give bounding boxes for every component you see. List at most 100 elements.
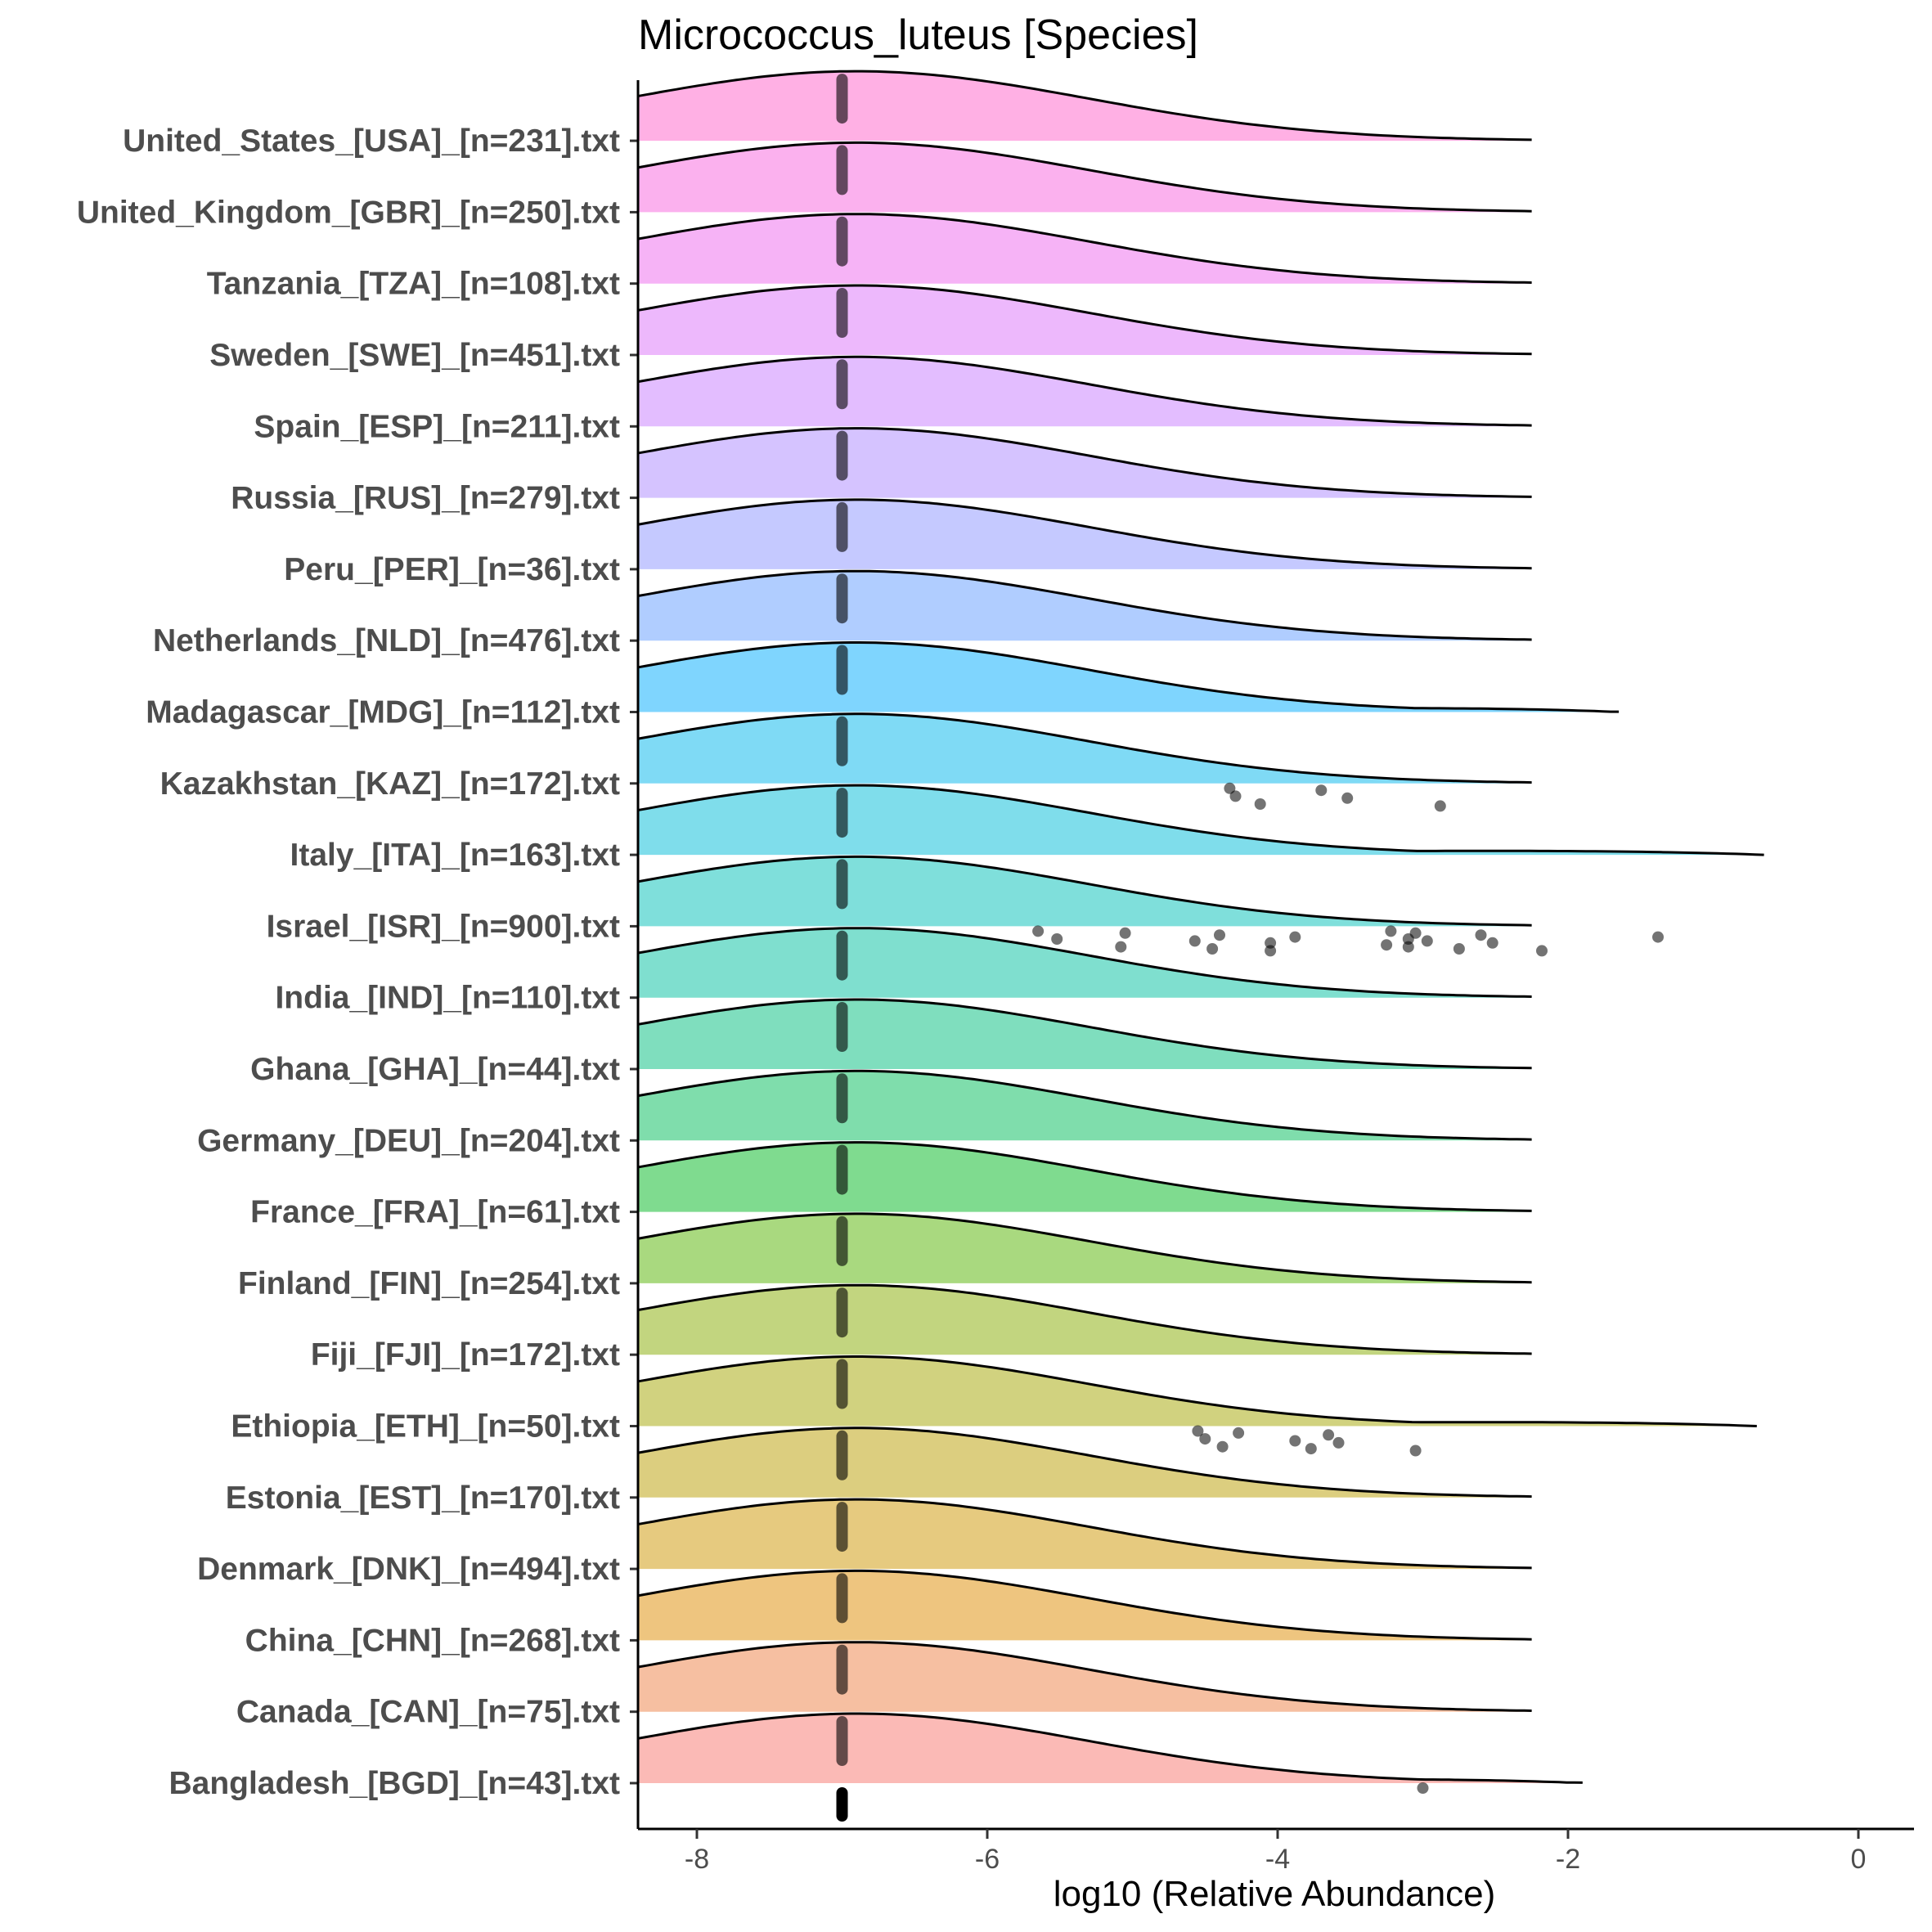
- ridge-outline-20: [638, 284, 1532, 356]
- ridge-fill-19: [638, 357, 1532, 427]
- ridge-fill-10: [638, 1000, 1532, 1069]
- outlier-point-5-0: [1192, 1425, 1204, 1437]
- y-label-19: Spain_[ESP]_[n=211].txt: [254, 409, 620, 444]
- y-label-22: United_Kingdom_[GBR]_[n=250].txt: [77, 195, 620, 230]
- outlier-point-0-0: [1417, 1782, 1429, 1794]
- y-label-8: France_[FRA]_[n=61].txt: [250, 1195, 620, 1230]
- ridge-fill-3: [638, 1499, 1532, 1570]
- ridge-fill-6: [638, 1285, 1532, 1355]
- y-axis-labels: United_States_[USA]_[n=231].txt United_Ki…: [77, 124, 638, 1801]
- outlier-point-12-8: [1265, 945, 1277, 957]
- x-tick-label-3: -2: [1556, 1844, 1580, 1875]
- outlier-point-12-18: [1486, 937, 1498, 949]
- ridge-fill-17: [638, 499, 1532, 569]
- ridge-fill-18: [638, 428, 1532, 498]
- outlier-point-5-1: [1199, 1433, 1211, 1445]
- x-tick-label-0: -8: [685, 1844, 709, 1875]
- ridge-fill-8: [638, 1142, 1532, 1212]
- ridge-outline-8: [638, 1141, 1532, 1212]
- outlier-point-14-4: [1341, 792, 1354, 804]
- outlier-point-14-0: [1224, 782, 1236, 794]
- outlier-point-12-11: [1385, 925, 1397, 937]
- y-label-5: Ethiopia_[ETH]_[n=50].txt: [231, 1409, 620, 1445]
- ridge-outline-16: [638, 569, 1532, 641]
- outlier-point-12-5: [1206, 943, 1219, 955]
- outlier-point-12-10: [1381, 939, 1393, 951]
- y-label-14: Kazakhstan_[KAZ]_[n=172].txt: [160, 766, 620, 802]
- ridge-fill-23: [638, 71, 1532, 142]
- outlier-point-12-20: [1652, 931, 1664, 943]
- ridge-outline-10: [638, 998, 1532, 1070]
- x-tick-label-2: -4: [1265, 1844, 1290, 1875]
- x-tick-label-1: -6: [975, 1844, 1000, 1875]
- y-label-9: Germany_[DEU]_[n=204].txt: [197, 1123, 620, 1158]
- y-label-4: Estonia_[EST]_[n=170].txt: [226, 1480, 620, 1516]
- y-label-21: Tanzania_[TZA]_[n=108].txt: [207, 267, 620, 302]
- ridge-outline-3: [638, 1498, 1532, 1570]
- y-label-18: Russia_[RUS]_[n=279].txt: [231, 481, 620, 516]
- ridge-fill-11: [638, 928, 1532, 998]
- ridge-outline-6: [638, 1283, 1532, 1355]
- y-label-2: China_[CHN]_[n=268].txt: [245, 1623, 620, 1658]
- outlier-point-12-1: [1051, 933, 1063, 945]
- outlier-point-5-3: [1233, 1427, 1245, 1439]
- y-label-11: India_[IND]_[n=110].txt: [275, 981, 620, 1016]
- ridge-outline-11: [638, 927, 1532, 998]
- ridge-fill-20: [638, 285, 1532, 355]
- ridge-fill-5: [638, 1356, 1757, 1427]
- ridge-fill-12: [638, 856, 1532, 927]
- y-label-10: Ghana_[GHA]_[n=44].txt: [250, 1052, 620, 1087]
- ridge-outline-4: [638, 1427, 1532, 1498]
- outlier-point-5-7: [1332, 1436, 1345, 1449]
- outlier-point-12-3: [1119, 927, 1131, 939]
- y-label-0: Bangladesh_[BGD]_[n=43].txt: [168, 1766, 620, 1801]
- outlier-point-14-1: [1229, 790, 1242, 802]
- outlier-point-12-7: [1265, 937, 1277, 949]
- y-label-23: United_States_[USA]_[n=231].txt: [123, 124, 620, 159]
- ridge-fill-22: [638, 142, 1532, 213]
- ridge-outline-15: [638, 641, 1620, 713]
- outlier-point-5-6: [1323, 1429, 1335, 1441]
- ridge-outline-2: [638, 1569, 1532, 1641]
- ridge-outline-19: [638, 355, 1532, 427]
- ridge-outline-13: [638, 784, 1764, 856]
- outlier-point-12-17: [1475, 929, 1487, 941]
- x-axis-ticks: -8 -6 -4 -2 0: [685, 1829, 1866, 1875]
- y-label-15: Madagascar_[MDG]_[n=112].txt: [146, 695, 620, 730]
- outlier-point-14-3: [1315, 784, 1328, 797]
- outlier-point-5-4: [1289, 1435, 1301, 1447]
- outlier-point-12-9: [1289, 931, 1301, 943]
- ridges-layer: [638, 70, 1764, 1784]
- y-label-16: Netherlands_[NLD]_[n=476].txt: [153, 623, 620, 658]
- outlier-point-5-8: [1409, 1445, 1422, 1457]
- outlier-point-12-14: [1409, 927, 1422, 939]
- outlier-point-12-2: [1115, 941, 1127, 953]
- outlier-point-5-5: [1305, 1443, 1317, 1455]
- chart-title: Micrococcus_luteus [Species]: [638, 11, 1198, 59]
- ridge-fill-0: [638, 1714, 1583, 1783]
- ridge-outline-12: [638, 855, 1532, 927]
- ridge-fill-4: [638, 1427, 1532, 1498]
- ridge-fill-13: [638, 785, 1764, 856]
- outlier-point-12-0: [1032, 925, 1045, 937]
- ridge-outline-23: [638, 70, 1532, 142]
- ridge-fill-21: [638, 213, 1532, 284]
- outlier-point-12-19: [1536, 945, 1548, 957]
- outlier-point-12-6: [1214, 929, 1225, 941]
- y-label-13: Italy_[ITA]_[n=163].txt: [290, 838, 620, 873]
- ridge-outline-0: [638, 1712, 1583, 1784]
- ridge-outline-5: [638, 1355, 1757, 1427]
- outlier-point-12-16: [1453, 943, 1465, 955]
- ridge-fill-14: [638, 713, 1532, 784]
- y-label-7: Finland_[FIN]_[n=254].txt: [238, 1266, 620, 1301]
- y-label-3: Denmark_[DNK]_[n=494].txt: [197, 1552, 620, 1587]
- ridge-outline-21: [638, 213, 1532, 284]
- outlier-point-12-15: [1421, 935, 1433, 947]
- ridge-fill-2: [638, 1570, 1532, 1641]
- ridge-outline-22: [638, 141, 1532, 213]
- ridge-fill-1: [638, 1642, 1532, 1712]
- ridge-outline-7: [638, 1212, 1532, 1284]
- ridge-outline-17: [638, 498, 1532, 570]
- y-label-6: Fiji_[FJI]_[n=172].txt: [311, 1337, 620, 1373]
